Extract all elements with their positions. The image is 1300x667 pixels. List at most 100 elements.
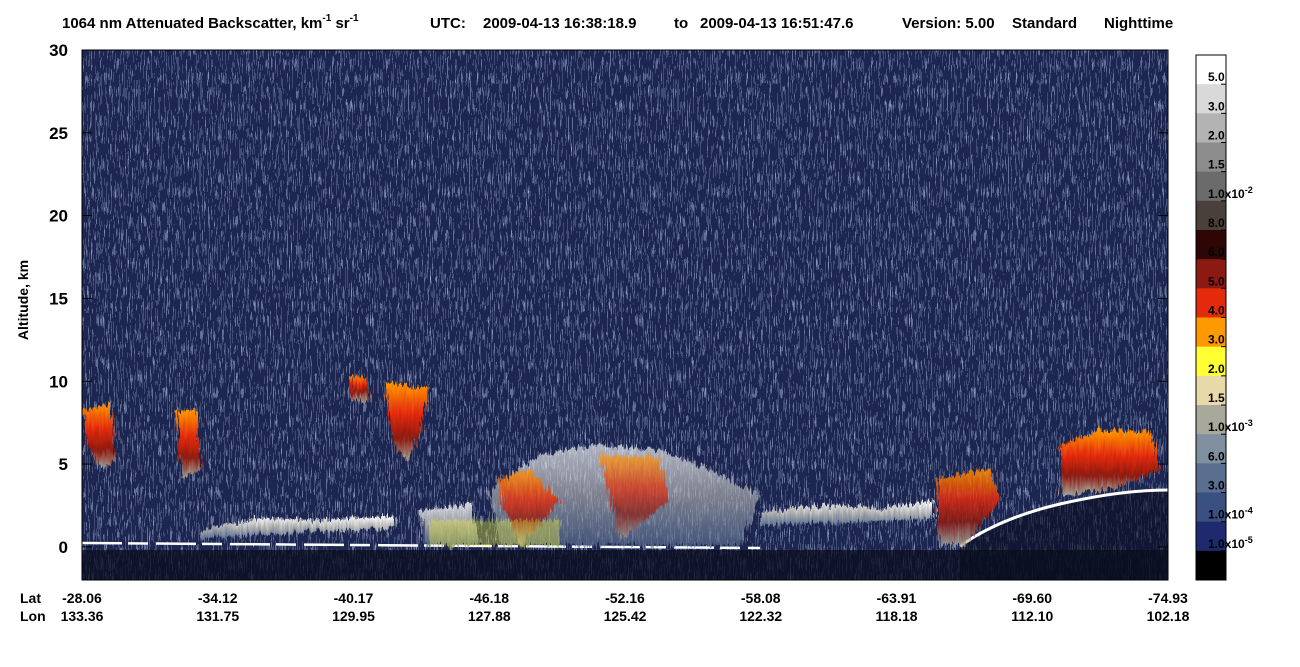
colorbar-label-text: 1.0x10 xyxy=(1208,508,1245,522)
y-tick-label: 15 xyxy=(49,289,68,308)
colorbar-label: 2.0 xyxy=(1208,362,1225,376)
x-tick-label: -28.06 xyxy=(62,590,102,606)
colorbar-swatch xyxy=(1196,200,1226,231)
colorbar-swatch xyxy=(1196,142,1226,173)
colorbar-label-text: 3.0 xyxy=(1208,99,1225,113)
plot-frame xyxy=(81,49,1169,581)
colorbar-label-text: 3.0 xyxy=(1208,479,1225,493)
colorbar-label: 1.0x10-5 xyxy=(1208,535,1253,551)
colorbar-label-text: 2.0 xyxy=(1208,362,1225,376)
colorbar-label-text: 6.0 xyxy=(1208,245,1225,259)
colorbar-label: 2.0 xyxy=(1208,129,1225,143)
colorbar-swatch xyxy=(1196,463,1226,493)
colorbar-swatch xyxy=(1196,55,1226,85)
surface xyxy=(959,488,1169,548)
x-tick-label: -58.08 xyxy=(741,590,781,606)
x-tick-label: -69.60 xyxy=(1012,590,1052,606)
x-tick-label: 122.32 xyxy=(739,608,782,624)
clouds xyxy=(85,374,1160,546)
colorbar-swatch xyxy=(1196,113,1226,143)
colorbar-label-text: 1.5 xyxy=(1208,158,1225,172)
x-tick-label: -40.17 xyxy=(334,590,374,606)
colorbar-label: 1.5 xyxy=(1208,158,1225,172)
colorbar-label: 6.0 xyxy=(1208,449,1225,463)
x-tick-label: -34.12 xyxy=(198,590,238,606)
colorbar-label: 5.0 xyxy=(1208,70,1225,84)
title-text: 1064 nm Attenuated Backscatter, km xyxy=(62,15,322,32)
colorbar-label-text: 4.0 xyxy=(1208,304,1225,318)
colorbar-label: 4.0 xyxy=(1208,304,1225,318)
version: Version: 5.00 xyxy=(902,15,995,32)
colorbar-label: 1.0x10-3 xyxy=(1208,418,1253,434)
colorbar-label-sup: -4 xyxy=(1245,506,1253,516)
terrain xyxy=(960,490,1168,580)
y-tick-label: 25 xyxy=(49,124,68,143)
colorbar-swatch xyxy=(1196,288,1226,318)
colorbar-swatch xyxy=(1196,434,1226,464)
utc-start: 2009-04-13 16:38:18.9 xyxy=(483,15,636,32)
x-tick-label: 118.18 xyxy=(875,608,917,624)
title: 1064 nm Attenuated Backscatter, km-1 sr-… xyxy=(62,8,1173,32)
colorbar-swatch xyxy=(1196,550,1226,581)
utc-end: 2009-04-13 16:51:47.6 xyxy=(700,15,853,32)
title-sup: -1 xyxy=(350,13,359,24)
colorbar-label: 1.0x10-4 xyxy=(1208,506,1253,522)
x-tick-label: 102.18 xyxy=(1147,608,1190,624)
mode: Nighttime xyxy=(1104,15,1173,32)
colorbar-swatch xyxy=(1196,492,1226,523)
colorbar-swatch xyxy=(1196,171,1226,202)
plot-area xyxy=(81,49,1169,581)
colorbar-label-text: 1.5 xyxy=(1208,391,1225,405)
colorbar-label: 3.0 xyxy=(1208,479,1225,493)
colorbar-label: 3.0 xyxy=(1208,333,1225,347)
colorbar-swatch xyxy=(1196,317,1226,348)
title-text: sr xyxy=(331,15,350,32)
colorbar-label: 8.0 xyxy=(1208,216,1225,230)
colorbar-label-text: 1.0x10 xyxy=(1208,537,1245,551)
colorbar-label: 1.0x10-2 xyxy=(1208,185,1253,201)
colorbar-label-sup: -5 xyxy=(1245,535,1253,545)
colorbar-label: 5.0 xyxy=(1208,274,1225,288)
colorbar-label-sup: -2 xyxy=(1245,185,1253,195)
y-tick-label: 20 xyxy=(49,207,68,226)
colorbar-swatch xyxy=(1196,230,1226,260)
surface xyxy=(81,541,761,550)
x-row-name: Lat xyxy=(20,590,41,606)
y-tick-label: 5 xyxy=(59,455,68,474)
x-tick-label: 127.88 xyxy=(468,608,511,624)
colorbar-swatch xyxy=(1196,346,1226,377)
y-tick-label: 30 xyxy=(49,41,68,60)
colorbar-label-text: 5.0 xyxy=(1208,70,1225,84)
product: Standard xyxy=(1012,15,1077,32)
x-tick-label: 133.36 xyxy=(61,608,104,624)
colorbar-label-text: 1.0x10 xyxy=(1208,420,1245,434)
x-tick-label: 129.95 xyxy=(332,608,375,624)
x-tick-label: -74.93 xyxy=(1148,590,1188,606)
colorbar-label-text: 6.0 xyxy=(1208,449,1225,463)
colorbar-label-text: 1.0x10 xyxy=(1208,187,1245,201)
x-tick-label: 112.10 xyxy=(1011,608,1053,624)
colorbar-swatch xyxy=(1196,259,1226,289)
x-tick-label: 125.42 xyxy=(604,608,647,624)
utc-label: UTC: xyxy=(430,15,466,32)
utc-to: to xyxy=(674,15,688,32)
colorbar-label: 6.0 xyxy=(1208,245,1225,259)
colorbar-label-text: 8.0 xyxy=(1208,216,1225,230)
colorbar-label: 3.0 xyxy=(1208,99,1225,113)
title-sup: -1 xyxy=(322,13,331,24)
colorbar-label-text: 3.0 xyxy=(1208,333,1225,347)
y-axis-label: Altitude, km xyxy=(15,260,31,340)
x-tick-label: -46.18 xyxy=(469,590,509,606)
colorbar-swatch xyxy=(1196,375,1226,406)
colorbar-swatch xyxy=(1196,521,1226,552)
colorbar-label: 1.5 xyxy=(1208,391,1225,405)
y-tick-label: 10 xyxy=(49,372,68,391)
colorbar-swatch xyxy=(1196,84,1226,114)
colorbar-label-text: 2.0 xyxy=(1208,129,1225,143)
colorbar-swatch xyxy=(1196,405,1226,435)
y-tick-label: 0 xyxy=(59,538,68,557)
x-tick-label: 131.75 xyxy=(196,608,239,624)
x-row-name: Lon xyxy=(20,608,46,624)
x-tick-label: -52.16 xyxy=(605,590,645,606)
